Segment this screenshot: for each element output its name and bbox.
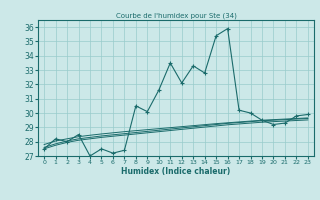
X-axis label: Humidex (Indice chaleur): Humidex (Indice chaleur): [121, 167, 231, 176]
Title: Courbe de l'humidex pour Ste (34): Courbe de l'humidex pour Ste (34): [116, 12, 236, 19]
